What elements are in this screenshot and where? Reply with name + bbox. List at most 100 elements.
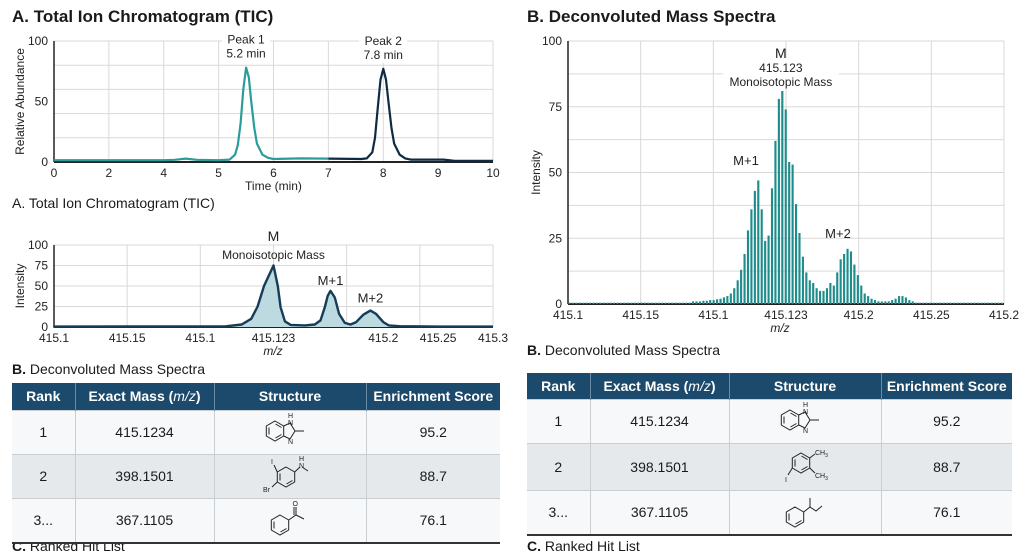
mass-cell: 367.1105 [74,497,214,544]
mass-cell: 415.1234 [74,409,214,454]
caption-text: Deconvoluted Mass Spectra [544,342,720,358]
mass-cell: 367.1105 [589,489,729,536]
spectrum-area [54,265,493,327]
peak-m1-label: M+1 [318,273,344,288]
structure-benzimidazole-icon: H N N [780,402,819,435]
score-cell: 95.2 [365,409,500,454]
spectrum-bar [829,283,832,304]
spectrum-bar [589,302,592,304]
spectrum-bar [667,302,671,304]
y-tick-label: 50 [35,279,49,293]
table-row: 1 415.1234 H N N 95.2 [12,409,500,454]
spectrum-bar [952,302,956,304]
spectrum-bar [915,302,918,304]
spectrum-bar [825,288,829,304]
y-tick-label: 50 [549,166,563,180]
spectrum-bar [616,302,619,304]
spectrum-bar [626,302,629,304]
spectrum-bar [794,204,798,304]
caption-text: Ranked Hit List [544,538,640,554]
table-row: 2 398.1501 CH3 CH3 I 88.7 [527,442,1012,490]
spectrum-bar [698,301,701,304]
structure-sec-butylbenzene-icon [785,497,823,528]
structure-cell [728,489,881,536]
spectrum-bar [654,302,657,304]
spectrum-bar [856,275,859,304]
spectrum-bar [873,300,877,304]
structure-iodo-xylene-icon: CH3 CH3 I [785,450,828,484]
spectrum-bar [897,296,901,304]
panel-a-title: A. Total Ion Chromatogram (TIC) [12,7,274,26]
structure-cell: H N N [728,398,881,443]
spectrum-bar [843,254,846,304]
y-tick-label: 75 [35,259,49,273]
score-cell: 95.2 [880,398,1012,443]
spectrum-bar [702,300,705,304]
spectrum-bar [746,230,750,304]
x-tick-label: 415.123 [252,331,296,345]
spectrum-bar [643,302,647,304]
spectrum-bar [599,302,602,304]
spectrum-bar [688,302,691,304]
spectrum-bar [774,140,777,304]
x-tick-label: 4 [160,166,167,180]
peak-m2-label: M+2 [358,291,384,306]
structure-aniline-icon: I Br H N [263,456,309,494]
spectrum-bar [592,302,595,304]
spectrum-bar [891,300,894,304]
spectrum-bar [853,264,856,304]
spectrum-bar [904,297,907,304]
x-tick-label: 2 [106,166,113,180]
y-tick-label: 25 [549,231,563,245]
spectrum-bar [729,293,732,304]
spectrum-bar [976,302,980,304]
spectrum-bar [568,302,571,304]
spectrum-bar [661,302,664,304]
spectrum-bar [613,302,616,304]
spectrum-bar [805,272,808,304]
spectrum-bar [922,302,925,304]
rank-cell: 2 [527,442,590,490]
y-tick-label: 25 [35,300,49,314]
header-structure: Structure [213,383,366,410]
spectrum-bar [884,301,887,304]
peak-m-sublabel: Monoisotopic Mass [222,248,325,262]
x-tick-label: 6 [270,166,277,180]
spectrum-bar [664,302,667,304]
peak-m-label: M [268,228,280,244]
spectrum-bar [678,302,681,304]
x-tick-label: 415.1 [553,308,583,322]
spectrum-bar [812,283,815,304]
structure-cell: H N N [213,409,366,454]
panel-a-caption: A. Total Ion Chromatogram (TIC) [12,195,215,211]
ranked-hit-table-left: Rank Exact Mass (m/z) Structure Enrichme… [12,383,500,544]
header-structure: Structure [728,373,881,399]
atom-label: N [288,439,293,446]
rank-cell: 1 [527,398,590,443]
caption-letter: B. [527,342,541,358]
spectrum-bar [870,298,873,304]
spectrum-bar [619,302,623,304]
structure-cell: I Br H N [213,453,366,498]
spectrum-bar [798,233,801,304]
spectrum-bar [1000,302,1004,304]
y-axis-label: Relative Abundance [13,48,27,155]
peak-m2-label: M+2 [825,226,851,241]
series-line-peak2 [328,67,493,162]
atom-label: O [293,501,299,508]
structure-cell: O [213,497,366,544]
x-tick-label: 8 [380,166,387,180]
spectrum-bar [822,290,825,304]
structure-propiophenone-icon: O [270,501,305,536]
spectrum-bar [935,302,938,304]
y-tick-label: 75 [549,100,563,114]
spectrum-bar [966,302,969,304]
x-tick-label: 415.1 [185,331,215,345]
rank-cell: 3... [527,489,590,536]
spectrum-bar [819,290,822,304]
y-tick-label: 50 [35,95,49,109]
spectrum-bar [691,301,695,304]
spectrum-bar [970,302,973,304]
spectrum-bar [959,302,962,304]
spectrum-bar [760,209,763,304]
